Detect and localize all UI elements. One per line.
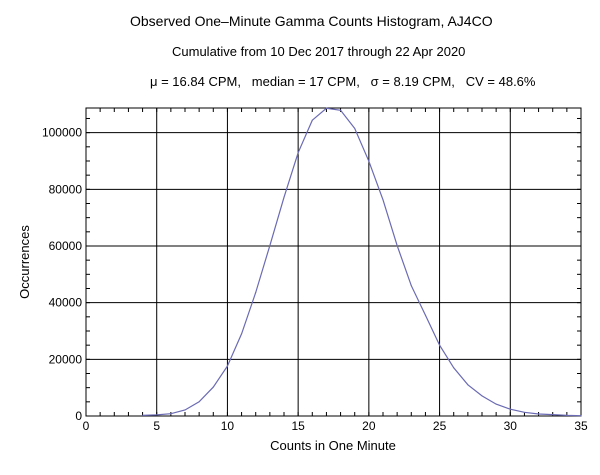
data-point bbox=[439, 344, 441, 346]
data-point bbox=[142, 414, 144, 416]
data-point bbox=[467, 384, 469, 386]
data-point bbox=[410, 285, 412, 287]
data-point bbox=[156, 414, 158, 416]
chart-subtitle: Cumulative from 10 Dec 2017 through 22 A… bbox=[172, 44, 465, 59]
data-point bbox=[396, 244, 398, 246]
data-point bbox=[198, 401, 200, 403]
data-point bbox=[297, 152, 299, 154]
y-tick-label: 80000 bbox=[49, 182, 83, 196]
data-point bbox=[453, 367, 455, 369]
data-point bbox=[523, 411, 525, 413]
data-point bbox=[226, 365, 228, 367]
y-tick-label: 60000 bbox=[49, 239, 83, 253]
data-point bbox=[566, 414, 568, 416]
data-point bbox=[311, 119, 313, 121]
x-tick-label: 0 bbox=[83, 419, 90, 433]
data-point bbox=[368, 160, 370, 162]
tick-marks bbox=[85, 108, 582, 417]
data-point bbox=[495, 403, 497, 405]
x-tick-label: 5 bbox=[153, 419, 160, 433]
y-tick-label: 40000 bbox=[49, 296, 83, 310]
plot-frame bbox=[85, 107, 582, 417]
data-point bbox=[340, 109, 342, 111]
x-tick-label: 15 bbox=[291, 419, 305, 433]
data-point bbox=[283, 196, 285, 198]
data-point bbox=[354, 127, 356, 129]
grid bbox=[86, 108, 581, 416]
y-tick-label: 0 bbox=[75, 409, 82, 423]
data-points bbox=[142, 107, 582, 417]
y-tick-label: 100000 bbox=[42, 126, 82, 140]
x-tick-labels: 0 5 10 15 20 25 30 35 bbox=[83, 419, 588, 433]
data-point bbox=[382, 199, 384, 201]
x-axis-label: Counts in One Minute bbox=[270, 438, 396, 453]
data-point bbox=[552, 414, 554, 416]
x-tick-label: 20 bbox=[362, 419, 376, 433]
chart-stats: μ = 16.84 CPM, median = 17 CPM, σ = 8.19… bbox=[150, 74, 536, 89]
data-point bbox=[538, 413, 540, 415]
data-point bbox=[325, 107, 327, 109]
data-point bbox=[481, 395, 483, 397]
y-axis-label: Occurrences bbox=[17, 225, 32, 299]
chart-title: Observed One–Minute Gamma Counts Histogr… bbox=[130, 13, 493, 29]
data-point bbox=[170, 413, 172, 415]
data-point bbox=[241, 333, 243, 335]
y-tick-label: 20000 bbox=[49, 352, 83, 366]
x-tick-label: 30 bbox=[504, 419, 518, 433]
data-point bbox=[255, 291, 257, 293]
x-tick-label: 25 bbox=[433, 419, 447, 433]
x-tick-label: 10 bbox=[221, 419, 235, 433]
data-point bbox=[212, 386, 214, 388]
data-point bbox=[269, 244, 271, 246]
data-point bbox=[580, 415, 582, 417]
x-tick-label: 35 bbox=[574, 419, 588, 433]
series-line bbox=[142, 107, 582, 417]
data-point bbox=[424, 314, 426, 316]
data-point bbox=[184, 409, 186, 411]
y-tick-labels: 0 20000 40000 60000 80000 100000 bbox=[42, 126, 82, 423]
data-point bbox=[509, 408, 511, 410]
